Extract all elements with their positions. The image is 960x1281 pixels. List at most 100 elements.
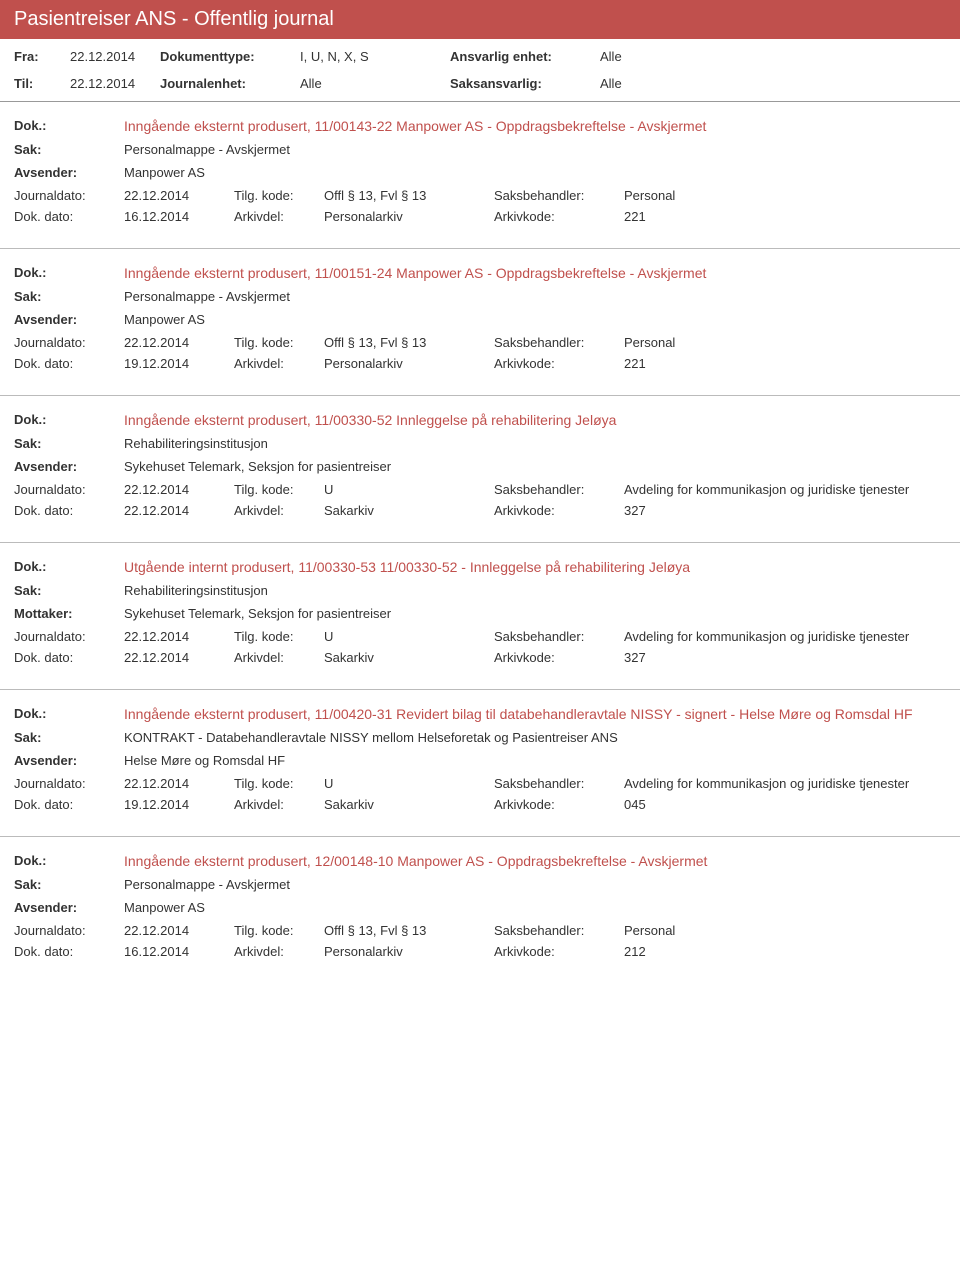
dok-label: Dok.: (14, 706, 124, 722)
arkivdel-value: Personalarkiv (324, 209, 494, 224)
journaldato-value: 22.12.2014 (124, 335, 234, 350)
dok-title: Inngående eksternt produsert, 12/00148-1… (124, 853, 707, 869)
arkivdel-label: Arkivdel: (234, 503, 324, 518)
tilgkode-value: U (324, 629, 494, 644)
doktype-label: Dokumenttype: (160, 49, 300, 64)
party-label: Avsender: (14, 459, 124, 474)
party-value: Manpower AS (124, 312, 205, 327)
dok-title: Inngående eksternt produsert, 11/00420-3… (124, 706, 913, 722)
dokdato-label: Dok. dato: (14, 944, 124, 959)
journaldato-label: Journaldato: (14, 482, 124, 497)
journal-entry: Dok.:Inngående eksternt produsert, 11/00… (0, 690, 960, 837)
arkivkode-label: Arkivkode: (494, 209, 624, 224)
tilgkode-label: Tilg. kode: (234, 335, 324, 350)
arkivkode-value: 045 (624, 797, 946, 812)
sak-value: Rehabiliteringsinstitusjon (124, 436, 268, 451)
page-title: Pasientreiser ANS - Offentlig journal (14, 8, 334, 30)
arkivdel-label: Arkivdel: (234, 650, 324, 665)
saksbehandler-label: Saksbehandler: (494, 776, 624, 791)
arkivkode-value: 221 (624, 209, 946, 224)
dokdato-value: 22.12.2014 (124, 650, 234, 665)
til-label: Til: (14, 76, 70, 91)
ansvarlig-label: Ansvarlig enhet: (450, 49, 600, 64)
journaldato-label: Journaldato: (14, 629, 124, 644)
saksansvarlig-label: Saksansvarlig: (450, 76, 600, 91)
arkivdel-label: Arkivdel: (234, 356, 324, 371)
journal-entry: Dok.:Utgående internt produsert, 11/0033… (0, 543, 960, 690)
journal-entry: Dok.:Inngående eksternt produsert, 11/00… (0, 102, 960, 249)
sak-value: Rehabiliteringsinstitusjon (124, 583, 268, 598)
sak-value: Personalmappe - Avskjermet (124, 289, 290, 304)
saksbehandler-label: Saksbehandler: (494, 629, 624, 644)
dokdato-value: 16.12.2014 (124, 944, 234, 959)
entries-list: Dok.:Inngående eksternt produsert, 11/00… (0, 102, 960, 983)
arkivdel-value: Sakarkiv (324, 503, 494, 518)
arkivdel-value: Sakarkiv (324, 797, 494, 812)
dok-label: Dok.: (14, 118, 124, 134)
party-label: Avsender: (14, 312, 124, 327)
journalenhet-label: Journalenhet: (160, 76, 300, 91)
dok-title: Inngående eksternt produsert, 11/00143-2… (124, 118, 706, 134)
dok-title: Utgående internt produsert, 11/00330-53 … (124, 559, 690, 575)
saksbehandler-label: Saksbehandler: (494, 482, 624, 497)
sak-label: Sak: (14, 877, 124, 892)
party-label: Avsender: (14, 753, 124, 768)
fra-value: 22.12.2014 (70, 49, 160, 64)
party-value: Manpower AS (124, 165, 205, 180)
dok-label: Dok.: (14, 559, 124, 575)
arkivkode-label: Arkivkode: (494, 503, 624, 518)
journalenhet-value: Alle (300, 76, 450, 91)
arkivkode-label: Arkivkode: (494, 797, 624, 812)
saksbehandler-label: Saksbehandler: (494, 923, 624, 938)
sak-value: Personalmappe - Avskjermet (124, 877, 290, 892)
journaldato-label: Journaldato: (14, 335, 124, 350)
party-value: Manpower AS (124, 900, 205, 915)
saksbehandler-label: Saksbehandler: (494, 188, 624, 203)
journaldato-value: 22.12.2014 (124, 923, 234, 938)
arkivkode-label: Arkivkode: (494, 356, 624, 371)
til-value: 22.12.2014 (70, 76, 160, 91)
journal-entry: Dok.:Inngående eksternt produsert, 12/00… (0, 837, 960, 983)
fra-label: Fra: (14, 49, 70, 64)
party-value: Sykehuset Telemark, Seksjon for pasientr… (124, 459, 391, 474)
dokdato-label: Dok. dato: (14, 503, 124, 518)
tilgkode-value: U (324, 482, 494, 497)
filter-block: Fra: 22.12.2014 Dokumenttype: I, U, N, X… (0, 39, 960, 93)
tilgkode-value: Offl § 13, Fvl § 13 (324, 335, 494, 350)
arkivdel-value: Personalarkiv (324, 944, 494, 959)
doktype-value: I, U, N, X, S (300, 49, 450, 64)
dokdato-label: Dok. dato: (14, 209, 124, 224)
saksansvarlig-value: Alle (600, 76, 680, 91)
saksbehandler-value: Avdeling for kommunikasjon og juridiske … (624, 776, 946, 791)
arkivkode-label: Arkivkode: (494, 650, 624, 665)
dokdato-label: Dok. dato: (14, 797, 124, 812)
arkivkode-value: 327 (624, 503, 946, 518)
page-header: Pasientreiser ANS - Offentlig journal (0, 0, 960, 39)
sak-value: Personalmappe - Avskjermet (124, 142, 290, 157)
journal-entry: Dok.:Inngående eksternt produsert, 11/00… (0, 249, 960, 396)
sak-value: KONTRAKT - Databehandleravtale NISSY mel… (124, 730, 618, 745)
dokdato-value: 22.12.2014 (124, 503, 234, 518)
dokdato-value: 16.12.2014 (124, 209, 234, 224)
journaldato-value: 22.12.2014 (124, 482, 234, 497)
dokdato-label: Dok. dato: (14, 650, 124, 665)
tilgkode-label: Tilg. kode: (234, 776, 324, 791)
saksbehandler-value: Avdeling for kommunikasjon og juridiske … (624, 629, 946, 644)
sak-label: Sak: (14, 583, 124, 598)
party-label: Avsender: (14, 900, 124, 915)
tilgkode-value: Offl § 13, Fvl § 13 (324, 923, 494, 938)
ansvarlig-value: Alle (600, 49, 680, 64)
tilgkode-label: Tilg. kode: (234, 629, 324, 644)
tilgkode-value: U (324, 776, 494, 791)
dok-title: Inngående eksternt produsert, 11/00330-5… (124, 412, 616, 428)
arkivdel-label: Arkivdel: (234, 209, 324, 224)
dok-label: Dok.: (14, 412, 124, 428)
tilgkode-label: Tilg. kode: (234, 923, 324, 938)
arkivdel-label: Arkivdel: (234, 944, 324, 959)
sak-label: Sak: (14, 436, 124, 451)
arkivkode-value: 221 (624, 356, 946, 371)
saksbehandler-value: Personal (624, 335, 946, 350)
party-value: Helse Møre og Romsdal HF (124, 753, 285, 768)
sak-label: Sak: (14, 142, 124, 157)
sak-label: Sak: (14, 730, 124, 745)
